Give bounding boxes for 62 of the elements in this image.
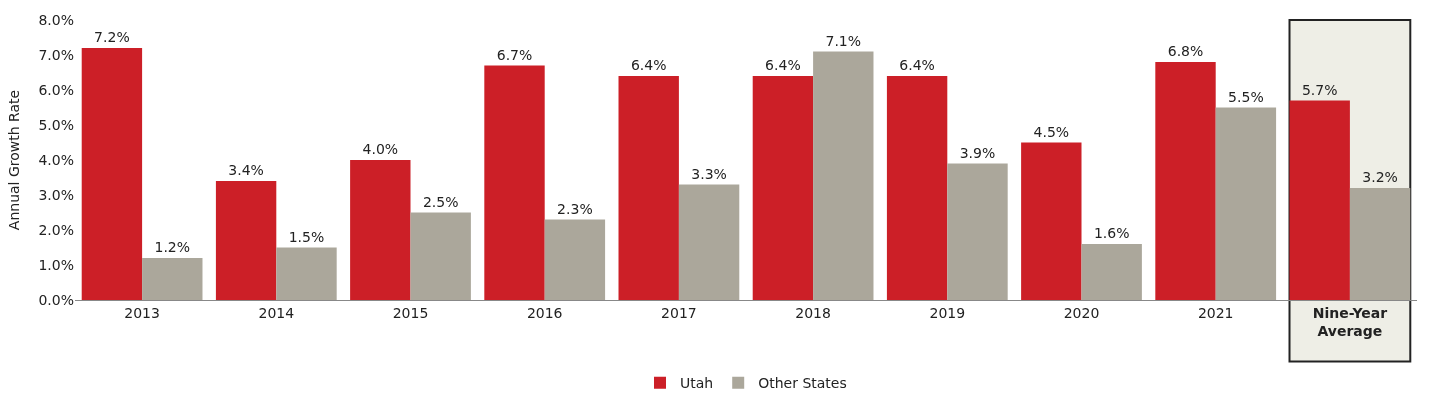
y-tick-label: 7.0% (38, 46, 74, 63)
data-label: 1.2% (154, 239, 191, 255)
x-tick-label: Nine-Year Average (1312, 304, 1388, 339)
bar (544, 219, 606, 300)
bar (215, 181, 277, 300)
legend-label: Other States (758, 375, 847, 392)
data-label: 6.7% (496, 46, 533, 63)
x-tick-label: 2020 (1063, 304, 1100, 321)
bar (142, 258, 203, 300)
x-tick-label: 2016 (526, 304, 563, 321)
y-tick-label: 0.0% (38, 291, 74, 308)
data-label: 3.2% (1362, 169, 1398, 185)
y-tick-label: 5.0% (38, 116, 74, 133)
y-tick-label: 3.0% (38, 186, 74, 203)
x-tick-label: 2013 (124, 304, 160, 321)
x-tick-label: 2021 (1197, 304, 1234, 321)
x-tick-label: 2017 (661, 304, 697, 321)
data-label: 2.3% (557, 200, 593, 217)
bar (1349, 188, 1411, 300)
y-tick-label: 1.0% (38, 256, 74, 273)
x-tick-label: 2018 (795, 304, 831, 321)
data-label: 4.0% (362, 141, 399, 157)
y-tick-label: 2.0% (38, 221, 74, 238)
x-tick-label: 2014 (258, 304, 295, 321)
bar (813, 51, 874, 300)
data-label: 3.4% (228, 162, 264, 178)
bar (618, 76, 679, 300)
bar (276, 247, 337, 300)
bar (1215, 107, 1277, 300)
data-label: 6.4% (899, 57, 935, 73)
data-label: 5.5% (1228, 88, 1264, 105)
data-label: 6.4% (765, 57, 801, 73)
data-label: 5.7% (1301, 81, 1338, 98)
data-label: 3.3% (691, 165, 727, 182)
bar (752, 76, 814, 300)
bar (350, 160, 411, 300)
data-label: 7.2% (94, 29, 130, 45)
bar (886, 76, 948, 300)
bar (410, 212, 471, 300)
x-tick-label: 2019 (929, 304, 966, 321)
data-label: 7.1% (825, 32, 862, 49)
y-axis-title: Annual Growth Rate (6, 89, 23, 231)
y-tick-label: 6.0% (38, 81, 74, 98)
x-tick-label: 2015 (392, 304, 429, 321)
data-label: 1.6% (1093, 225, 1130, 241)
bar (484, 65, 545, 300)
data-label: 6.4% (630, 57, 667, 73)
bar (1081, 244, 1142, 300)
bar (1021, 142, 1082, 300)
bar (678, 184, 740, 300)
legend-label: Utah (680, 375, 714, 392)
y-tick-label: 8.0% (38, 11, 74, 28)
data-label: 1.5% (288, 228, 325, 245)
bar (81, 48, 143, 300)
data-label: 6.8% (1167, 43, 1204, 59)
data-label: 4.5% (1033, 123, 1070, 140)
bar (947, 163, 1008, 300)
y-tick-label: 4.0% (38, 151, 74, 168)
bar (1155, 62, 1216, 300)
data-label: 2.5% (422, 193, 459, 210)
bar (1289, 100, 1350, 300)
data-label: 3.9% (959, 144, 996, 161)
